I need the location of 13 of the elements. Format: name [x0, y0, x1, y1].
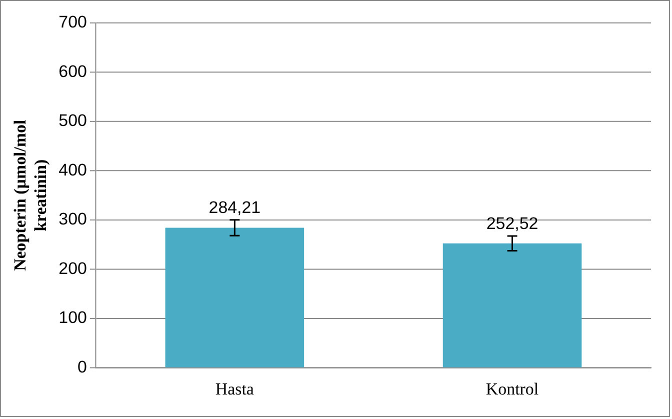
y-tick-label: 500 [58, 111, 87, 130]
y-tick-label: 200 [58, 258, 87, 278]
data-label: 252,52 [486, 214, 538, 234]
data-label: 284,21 [208, 198, 261, 218]
y-axis-title: Neopterin (µmol/mol kreatinin) [10, 120, 50, 271]
y-tick-label: 100 [58, 308, 87, 328]
y-tick-label: 600 [58, 62, 87, 81]
y-tick-label: 300 [58, 210, 87, 229]
x-tick-label: Kontrol [486, 379, 539, 398]
y-tick-label: 700 [58, 12, 87, 32]
x-tick-label: Hasta [215, 379, 254, 398]
y-tick-label: 0 [77, 358, 87, 376]
y-tick-label: 400 [58, 160, 87, 180]
